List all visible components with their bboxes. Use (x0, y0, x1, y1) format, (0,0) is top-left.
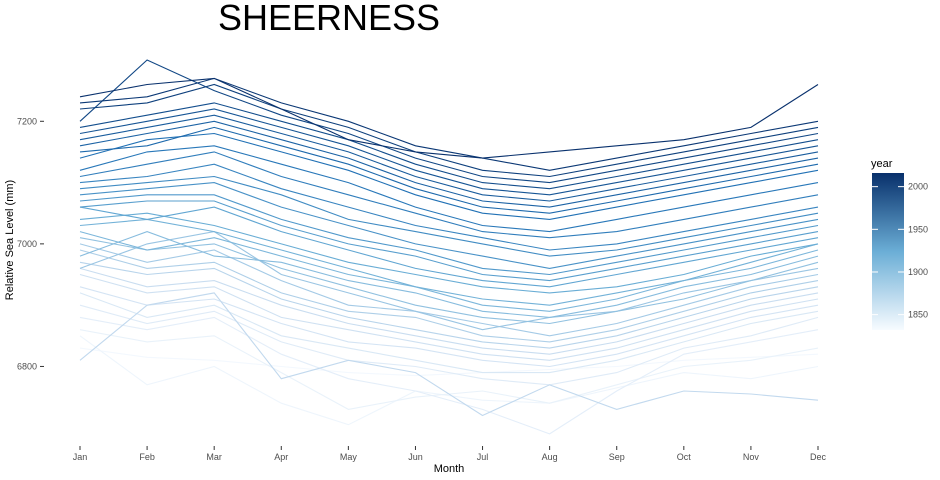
x-tick-label: Oct (677, 452, 692, 462)
series-line-2010 (79, 77, 819, 171)
y-tick-label: 7200 (17, 116, 37, 126)
series-line-1890 (79, 249, 819, 343)
x-tick-label: Sep (609, 452, 625, 462)
legend-colorbar (872, 173, 904, 330)
x-tick-label: Aug (542, 452, 558, 462)
series-line-1990 (79, 108, 819, 196)
series-line-1965 (79, 145, 819, 233)
series-line-1870 (79, 273, 819, 361)
series-line-1920 (79, 218, 819, 306)
legend-tick-label: 1950 (908, 224, 928, 234)
x-tick-label: Dec (810, 452, 827, 462)
series-line-1850 (79, 316, 819, 435)
series-lines (79, 59, 819, 435)
series-line-1995 (79, 102, 819, 190)
legend-tick-label: 1850 (908, 310, 928, 320)
series-line-1925 (79, 212, 819, 294)
x-tick-label: Jul (477, 452, 489, 462)
series-line-2000 (79, 59, 819, 184)
series-line-1915 (79, 231, 819, 312)
x-tick-label: Nov (743, 452, 760, 462)
series-line-1855 (79, 304, 819, 386)
x-tick-label: Mar (206, 452, 222, 462)
legend-title: year (871, 158, 893, 170)
series-line-1945 (79, 182, 819, 269)
series-line-1950 (79, 175, 819, 257)
series-line-1935 (79, 200, 819, 282)
x-tick-label: Jan (73, 452, 88, 462)
series-line-1875 (79, 267, 819, 355)
series-line-1980 (79, 120, 819, 208)
series-line-1910 (79, 231, 819, 318)
x-tick-label: May (340, 452, 358, 462)
chart-title: SHEERNESS (218, 0, 440, 38)
series-line-1960 (79, 151, 819, 239)
series-line-1985 (79, 114, 819, 202)
series-line-1880 (79, 292, 819, 417)
y-axis: 6800 7000 7200 (17, 116, 44, 371)
x-tick-label: Feb (139, 452, 155, 462)
x-axis: Jan Feb Mar Apr May Jun Jul Aug Sep Oct Nov Dec (73, 446, 827, 462)
series-line-1836 (79, 347, 819, 377)
legend-tick-label: 2000 (908, 182, 928, 192)
series-line-1975 (79, 126, 819, 214)
y-tick-label: 7000 (17, 239, 37, 249)
series-line-1885 (79, 261, 819, 349)
series-line-1900 (79, 231, 819, 331)
series-line-1840 (79, 335, 819, 426)
series-line-1940 (79, 194, 819, 276)
series-line-1865 (79, 286, 819, 368)
color-legend: year 1850 1900 1950 2000 (871, 158, 928, 330)
x-tick-label: Apr (274, 452, 288, 462)
series-line-1930 (79, 206, 819, 288)
series-line-1970 (79, 132, 819, 220)
series-line-1905 (79, 237, 819, 325)
series-line-2005 (79, 83, 819, 178)
series-line-2015 (79, 77, 819, 159)
y-tick-label: 6800 (17, 361, 37, 371)
series-line-1860 (79, 292, 819, 374)
legend-ticks: 1850 1900 1950 2000 (872, 182, 928, 320)
legend-tick-label: 1900 (908, 267, 928, 277)
y-axis-title: Relative Sea Level (mm) (4, 180, 16, 300)
x-tick-label: Jun (408, 452, 423, 462)
series-line-1955 (79, 163, 819, 251)
x-axis-title: Month (434, 463, 465, 475)
